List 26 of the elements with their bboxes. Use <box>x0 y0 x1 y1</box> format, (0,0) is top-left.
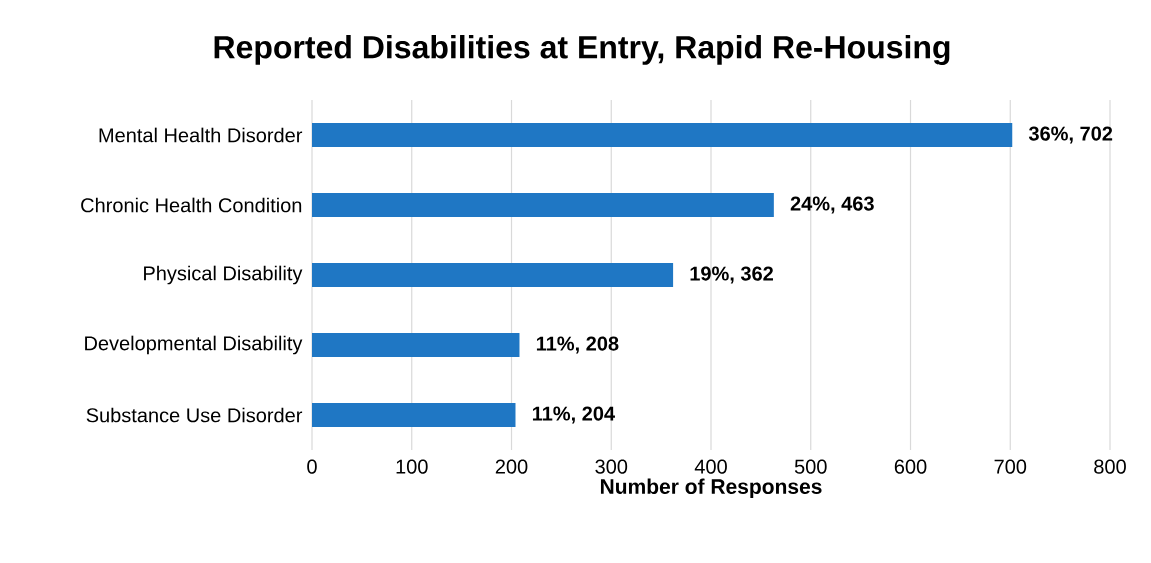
x-tick-label: 400 <box>694 459 727 474</box>
x-tick-label: 500 <box>794 459 827 474</box>
y-tick-label: Mental Health Disorder <box>99 127 303 143</box>
bar <box>312 403 516 427</box>
data-label: 11%, 208 <box>536 336 619 354</box>
x-tick-label: 300 <box>595 459 628 474</box>
x-tick-label: 0 <box>307 459 317 474</box>
y-tick-label: Developmental Disability <box>85 335 303 355</box>
bar <box>312 333 520 357</box>
x-tick-label: 600 <box>894 459 927 474</box>
bar <box>312 193 774 217</box>
x-tick-label: 700 <box>994 459 1027 474</box>
x-tick-label: 200 <box>495 459 528 474</box>
data-label: 11%, 204 <box>532 406 615 424</box>
bar <box>312 263 674 287</box>
data-label: 36%, 702 <box>1028 126 1113 144</box>
y-tick-label: Chronic Health Condition <box>81 197 302 213</box>
data-label: 19%, 362 <box>690 266 773 284</box>
x-tick-label: 800 <box>1094 459 1126 474</box>
x-tick-label: 100 <box>396 459 428 474</box>
x-axis-title: Number of Responses <box>600 478 822 499</box>
bar <box>312 123 1013 147</box>
y-tick-label: Physical Disability <box>144 265 303 285</box>
chart-title: Reported Disabilities at Entry, Rapid Re-Housing <box>214 35 950 65</box>
y-tick-label: Substance Use Disorder <box>86 407 303 423</box>
data-label: 24%, 463 <box>790 196 874 214</box>
